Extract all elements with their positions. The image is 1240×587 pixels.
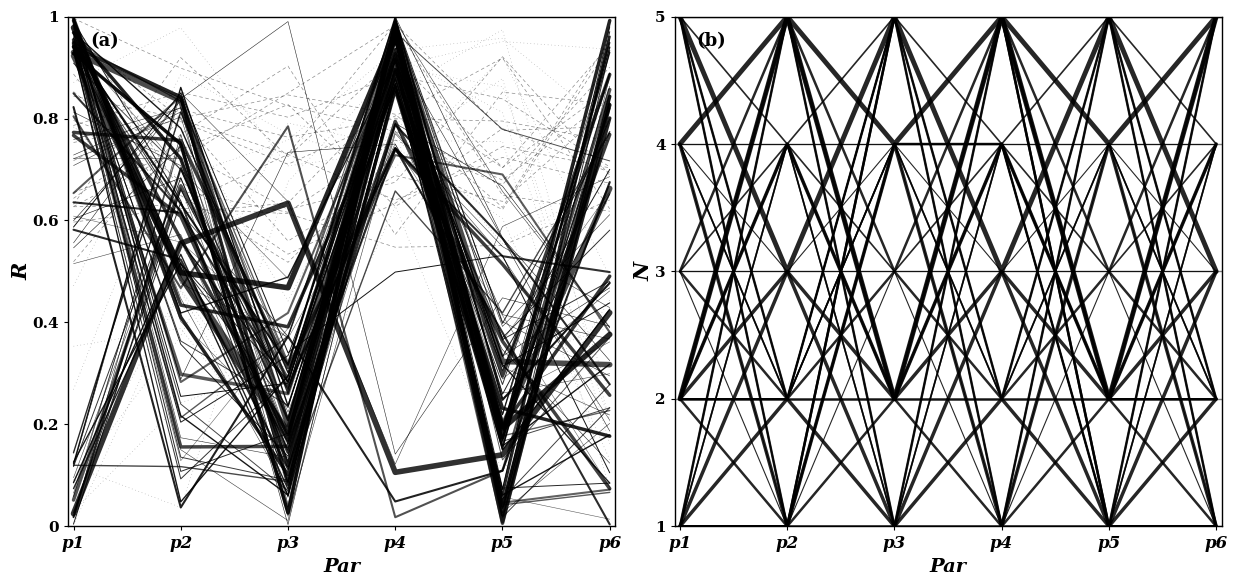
Text: (a): (a)	[91, 32, 119, 50]
Y-axis label: N: N	[634, 262, 653, 281]
Text: (b): (b)	[697, 32, 727, 50]
Y-axis label: R: R	[11, 263, 31, 280]
X-axis label: Par: Par	[324, 558, 360, 576]
X-axis label: Par: Par	[930, 558, 966, 576]
